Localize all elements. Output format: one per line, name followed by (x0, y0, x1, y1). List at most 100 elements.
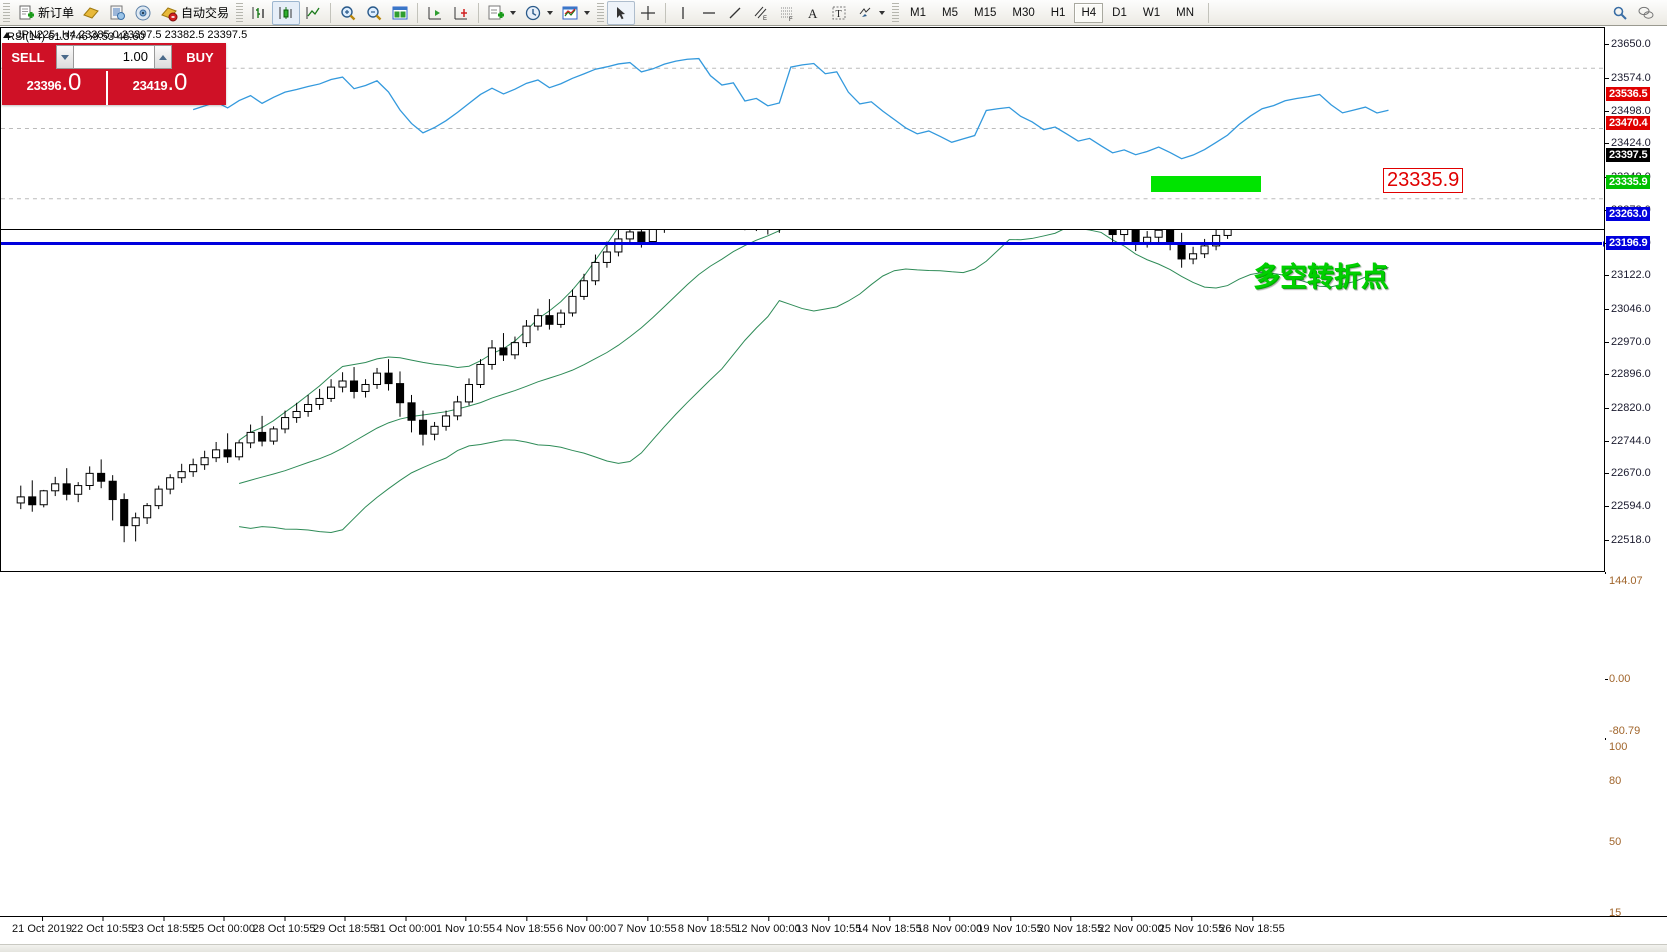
buy-price[interactable]: 23419 .0 (108, 71, 212, 105)
one-click-trading-panel[interactable]: SELL 1.00 BUY 23396 . (2, 43, 226, 105)
chevron-down-icon[interactable] (510, 10, 517, 15)
price-level-label-black[interactable]: 23397.5 (1606, 147, 1651, 162)
time-tick: 22 Oct 10:55 (71, 916, 134, 935)
text-button[interactable]: A (800, 1, 826, 25)
price-axis[interactable]: 23650.023574.023498.023424.023348.023272… (1605, 27, 1667, 572)
volume-decrement-button[interactable] (56, 45, 74, 69)
rsi-scale-label: 15 (1609, 906, 1622, 919)
rsi-scale-label: 100 (1609, 741, 1628, 753)
horizontal-line-button[interactable] (696, 1, 722, 25)
new-order-button[interactable]: 新订单 (13, 1, 78, 25)
data-window-button[interactable] (104, 1, 130, 25)
svg-text:A: A (808, 6, 818, 21)
period-button[interactable] (520, 1, 557, 25)
bar-chart-button[interactable] (246, 1, 272, 25)
chart-shift-button[interactable] (422, 1, 448, 25)
vertical-line-button[interactable] (670, 1, 696, 25)
equidistant-channel-button[interactable]: E (748, 1, 774, 25)
indicators-button[interactable] (483, 1, 520, 25)
period-icon (524, 4, 542, 22)
timeframe-mn[interactable]: MN (1176, 6, 1194, 19)
line-chart-button[interactable] (300, 1, 326, 25)
timeframe-w1[interactable]: W1 (1142, 6, 1161, 19)
trendline-button[interactable] (722, 1, 748, 25)
data-window-icon (108, 4, 126, 22)
toolbar-grip-2[interactable] (236, 2, 244, 23)
auto-trading-label: 自动交易 (181, 6, 230, 20)
svg-text:F: F (789, 17, 793, 22)
level-anchor-handle[interactable] (1602, 240, 1604, 248)
toolbar-separator-2 (417, 2, 419, 23)
text-label-button[interactable]: T (826, 1, 852, 25)
volume-stepper[interactable]: 1.00 (56, 45, 172, 69)
bar-chart-icon (250, 4, 268, 22)
chevron-down-icon-vol (61, 54, 69, 60)
toolbar-separator-4 (665, 2, 667, 23)
toolbar-grip-4[interactable] (892, 2, 900, 23)
search-button[interactable] (1607, 1, 1633, 25)
time-tick: 25 Nov 10:55 (1158, 916, 1225, 935)
price-tick: 23424.0 (1605, 137, 1651, 150)
cursor-button[interactable] (607, 0, 636, 25)
price-tag-label[interactable]: 23335.9 (1383, 167, 1464, 193)
price-level-label-red[interactable]: 23536.5 (1606, 87, 1651, 102)
crosshair-button[interactable] (635, 1, 661, 25)
collapse-triangle-icon[interactable] (3, 32, 11, 38)
timeframe-h1[interactable]: H1 (1050, 6, 1066, 19)
sell-price-integer: 23396 (26, 78, 62, 93)
price-level-label-red[interactable]: 23470.4 (1606, 116, 1651, 131)
zoom-out-icon (365, 4, 383, 22)
arrows-button[interactable] (852, 1, 889, 25)
timeframe-m1[interactable]: M1 (910, 6, 927, 19)
tile-windows-button[interactable] (387, 1, 413, 25)
navigator-icon (134, 4, 152, 22)
timeframe-m15[interactable]: M15 (974, 6, 997, 19)
svg-text:E: E (763, 16, 767, 22)
volume-increment-button[interactable] (154, 45, 172, 69)
rsi-pane[interactable]: RSI(14) 61.3746 (0, 27, 1605, 230)
zoom-out-button[interactable] (361, 1, 387, 25)
chart-area[interactable]: 多空转折点 MACD(12,26,9) 59.53 48.60 RSI(14) … (0, 26, 1667, 952)
chevron-down-icon-3[interactable] (584, 10, 591, 15)
price-level-label-green[interactable]: 23335.9 (1606, 174, 1651, 189)
navigator-button[interactable] (130, 1, 156, 25)
templates-button[interactable] (557, 1, 594, 25)
search-icon (1611, 4, 1629, 22)
candlestick-chart-button[interactable] (272, 0, 301, 25)
time-tick: 29 Oct 18:55 (313, 916, 376, 935)
price-tick: 22518.0 (1605, 533, 1651, 546)
time-tick: 22 Nov 00:00 (1098, 916, 1164, 935)
chevron-down-icon-2[interactable] (547, 10, 554, 15)
time-tick: 13 Nov 10:55 (795, 916, 862, 935)
fibonacci-button[interactable]: F (774, 1, 800, 25)
expert-advisor-button[interactable] (78, 1, 104, 25)
chat-button[interactable] (1633, 1, 1659, 25)
timeframe-m5[interactable]: M5 (942, 6, 958, 19)
timeframe-h4[interactable]: H4 (1074, 2, 1104, 23)
toolbar-separator-3 (478, 2, 480, 23)
auto-scroll-button[interactable] (448, 1, 474, 25)
trade-panel-body: SELL 1.00 BUY 23396 . (2, 43, 226, 105)
chevron-down-icon-4[interactable] (879, 10, 886, 15)
buy-button[interactable]: BUY (174, 43, 226, 71)
timeframe-m30[interactable]: M30 (1012, 6, 1035, 19)
toolbar-grip-3[interactable] (597, 2, 605, 23)
rsi-label: RSI(14) 61.3746 (5, 31, 90, 43)
sell-button[interactable]: SELL (2, 43, 54, 71)
time-tick: 6 Nov 00:00 (556, 916, 617, 935)
auto-trading-button[interactable]: 自动交易 (156, 1, 233, 25)
chevron-up-icon-vol (159, 54, 167, 60)
price-tick: 23574.0 (1605, 71, 1651, 84)
auto-scroll-icon (452, 4, 470, 22)
sell-price[interactable]: 23396 .0 (2, 71, 106, 105)
time-tick: 1 Nov 10:55 (435, 916, 496, 935)
toolbar-grip[interactable] (3, 2, 10, 23)
trendline-icon (726, 4, 744, 22)
time-tick: 26 Nov 18:55 (1219, 916, 1285, 935)
price-level-label-blue[interactable]: 23196.9 (1606, 235, 1651, 250)
price-level-label-blue[interactable]: 23263.0 (1606, 206, 1651, 221)
volume-input[interactable]: 1.00 (74, 45, 154, 69)
timeframe-d1[interactable]: D1 (1112, 6, 1127, 19)
zoom-in-button[interactable] (335, 1, 361, 25)
price-tick: 22896.0 (1605, 368, 1651, 381)
